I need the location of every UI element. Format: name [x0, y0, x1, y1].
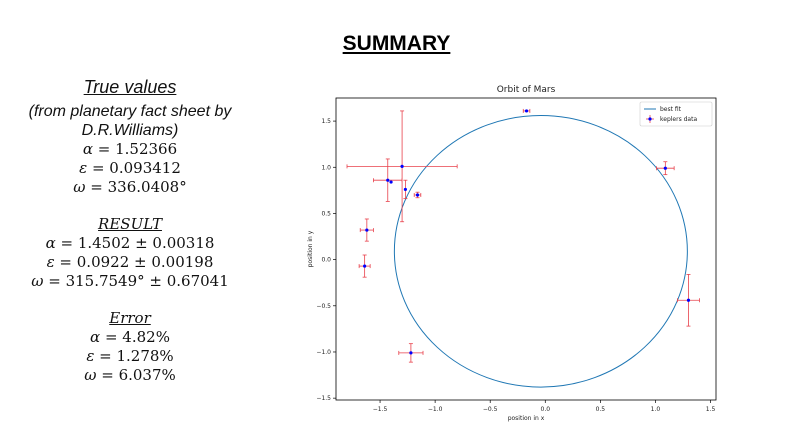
result-alpha-symbol: α — [45, 234, 56, 252]
x-tick-label: −1.5 — [373, 406, 388, 413]
legend-data-label: keplers data — [660, 116, 697, 123]
legend-box — [639, 101, 713, 127]
plot-frame — [335, 97, 717, 401]
y-tick-label: 1.0 — [321, 164, 331, 171]
legend-fit-label: best fit — [660, 106, 682, 113]
true-omega-line: ω = 336.0408° — [73, 178, 187, 196]
result-omega-line: ω = 315.7549° ± 0.67041 — [31, 272, 229, 290]
error-omega-symbol: ω — [84, 366, 97, 384]
data-point — [400, 164, 404, 168]
error-alpha-line: α = 4.82% — [90, 328, 170, 346]
y-tick-label: 0.0 — [321, 257, 331, 264]
summary-panel: True values (from planetary fact sheet b… — [14, 76, 246, 385]
data-point — [663, 166, 667, 170]
x-axis-label: position in x — [508, 415, 545, 422]
y-axis-label: position in y — [307, 230, 314, 267]
data-point — [363, 264, 367, 268]
x-tick-label: −1.0 — [428, 406, 443, 413]
y-tick-label: 0.5 — [321, 210, 331, 217]
result-omega-symbol: ω — [31, 272, 44, 290]
error-omega-line: ω = 6.037% — [84, 366, 176, 384]
y-tick-label: 1.5 — [321, 118, 331, 125]
error-epsilon-symbol: ε — [86, 347, 95, 365]
legend-data-swatch — [648, 117, 652, 121]
data-point — [386, 178, 390, 182]
orbit-chart: Orbit of Mars −1.5 −1.0 −0.5 0.0 0.5 1.0 1.5 −1.… — [307, 85, 717, 422]
data-point — [415, 193, 420, 197]
true-values-source: (from planetary fact sheet by D.R.Willia… — [28, 103, 232, 139]
error-heading: Error — [109, 309, 151, 327]
slide-title: SUMMARY — [342, 32, 451, 55]
data-point — [365, 228, 369, 232]
true-epsilon-value: 0.093412 — [109, 159, 181, 177]
data-point — [409, 351, 413, 355]
result-omega-value: 315.7549° ± 0.67041 — [65, 272, 229, 290]
best-fit-ellipse — [393, 115, 688, 388]
result-alpha-value: 1.4502 ± 0.00318 — [77, 234, 215, 252]
true-alpha-value: 1.52366 — [115, 140, 178, 158]
result-alpha-line: α = 1.4502 ± 0.00318 — [45, 234, 215, 252]
chart-title: Orbit of Mars — [497, 85, 556, 95]
true-alpha-symbol: α — [82, 140, 93, 158]
data-point — [524, 109, 529, 113]
data-point — [389, 180, 393, 184]
error-omega-value: 6.037% — [118, 366, 176, 384]
true-epsilon-symbol: ε — [79, 159, 88, 177]
error-alpha-value: 4.82% — [122, 328, 170, 346]
true-values-heading: True values — [83, 77, 177, 97]
error-epsilon-value: 1.278% — [116, 347, 174, 365]
data-point — [686, 298, 691, 302]
error-epsilon-line: ε = 1.278% — [86, 347, 174, 365]
result-epsilon-value: 0.0922 ± 0.00198 — [76, 253, 214, 271]
x-tick-label: 1.5 — [706, 406, 716, 413]
x-tick-label: 0.0 — [541, 406, 551, 413]
result-epsilon-line: ε = 0.0922 ± 0.00198 — [46, 253, 214, 271]
error-alpha-symbol: α — [90, 328, 101, 346]
y-tick-label: −0.5 — [316, 303, 331, 310]
true-epsilon-line: ε = 0.093412 — [79, 159, 181, 177]
x-tick-label: −0.5 — [483, 406, 498, 413]
true-omega-value: 336.0408° — [107, 178, 187, 196]
result-heading: RESULT — [98, 215, 162, 233]
result-epsilon-symbol: ε — [46, 253, 55, 271]
data-point — [403, 187, 407, 192]
true-alpha-line: α = 1.52366 — [82, 140, 178, 158]
y-tick-label: −1.0 — [316, 349, 331, 356]
true-omega-symbol: ω — [73, 178, 86, 196]
x-tick-label: 1.0 — [651, 406, 661, 413]
x-tick-label: 0.5 — [596, 406, 606, 413]
y-tick-label: −1.5 — [316, 395, 331, 402]
